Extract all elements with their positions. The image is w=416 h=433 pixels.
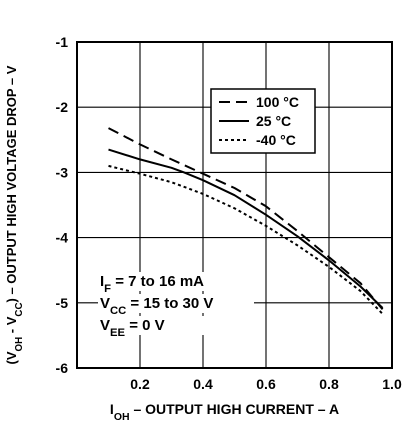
y-axis-label: (VOH - VCC) – OUTPUT HIGH VOLTAGE DROP –…	[4, 65, 25, 364]
x-tick-label: 1.0	[382, 376, 402, 392]
x-tick-label: 0.2	[130, 376, 150, 392]
y-tick-label: -6	[56, 360, 69, 376]
series-line-0	[108, 127, 384, 310]
annotation-bg	[98, 294, 254, 313]
series-layer	[108, 127, 384, 315]
y-tick-label: -2	[56, 99, 69, 115]
legend-label: 25 °C	[256, 113, 291, 129]
y-tick-labels: -1 -2 -3 -4 -5 -6	[56, 34, 69, 376]
annotation-line: IF = 7 to 16 mA	[100, 273, 204, 295]
annotation-line: VEE = 0 V	[100, 317, 165, 339]
legend: 100 °C 25 °C -40 °C	[210, 88, 316, 154]
x-tick-label: 0.6	[256, 376, 276, 392]
y-tick-label: -5	[56, 295, 69, 311]
x-tick-label: 0.4	[193, 376, 213, 392]
plot-frame	[76, 41, 393, 369]
y-tick-label: -4	[56, 230, 69, 246]
series-line-1	[108, 148, 384, 309]
annotation-line: VCC = 15 to 30 V	[100, 295, 213, 317]
x-axis-label: IOH – OUTPUT HIGH CURRENT – A	[110, 401, 339, 423]
y-tick-label: -1	[56, 34, 69, 50]
x-tick-label: 0.8	[319, 376, 339, 392]
y-tick-label: -3	[56, 164, 69, 180]
annotation-bg	[98, 272, 254, 291]
series-line-2	[108, 164, 384, 315]
annotation-bg	[98, 316, 254, 335]
x-tick-labels: 0.2 0.4 0.6 0.8 1.0	[130, 376, 402, 392]
legend-label: 100 °C	[256, 94, 299, 110]
legend-label: -40 °C	[256, 132, 296, 148]
